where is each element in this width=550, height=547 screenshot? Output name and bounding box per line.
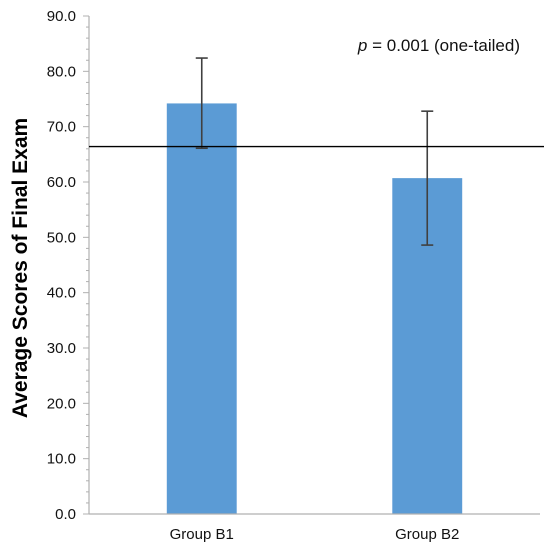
- y-tick-label: 0.0: [55, 506, 76, 523]
- p-value-text: = 0.001 (one-tailed): [367, 36, 520, 55]
- x-category-label: Group B2: [395, 526, 459, 543]
- y-tick-label: 60.0: [47, 174, 76, 191]
- error-bar-1: [195, 57, 208, 150]
- x-category-label: Group B1: [170, 526, 234, 543]
- y-tick-label: 40.0: [47, 285, 76, 302]
- bar-1: [166, 103, 237, 514]
- error-bar-2: [421, 110, 434, 246]
- annotation-p-value: p = 0.001 (one-tailed): [357, 36, 520, 55]
- p-symbol: p: [357, 36, 367, 55]
- y-axis-ticks: 0.0 10.0 20.0 30.0 40.0 50.0 60.0 70.0 80.0 90.0: [47, 8, 89, 523]
- axes: [88, 16, 540, 515]
- y-tick-label: 50.0: [47, 229, 76, 246]
- x-axis-categories: Group B1 Group B2: [170, 526, 460, 543]
- bars: [166, 103, 463, 515]
- y-tick-label: 70.0: [47, 119, 76, 136]
- y-tick-label: 10.0: [47, 451, 76, 468]
- y-tick-label: 30.0: [47, 340, 76, 357]
- y-axis-title: Average Scores of Final Exam: [9, 118, 32, 418]
- error-bars: [195, 57, 434, 246]
- y-tick-label: 20.0: [47, 395, 76, 412]
- y-tick-label: 90.0: [47, 8, 76, 25]
- y-tick-label: 80.0: [47, 63, 76, 80]
